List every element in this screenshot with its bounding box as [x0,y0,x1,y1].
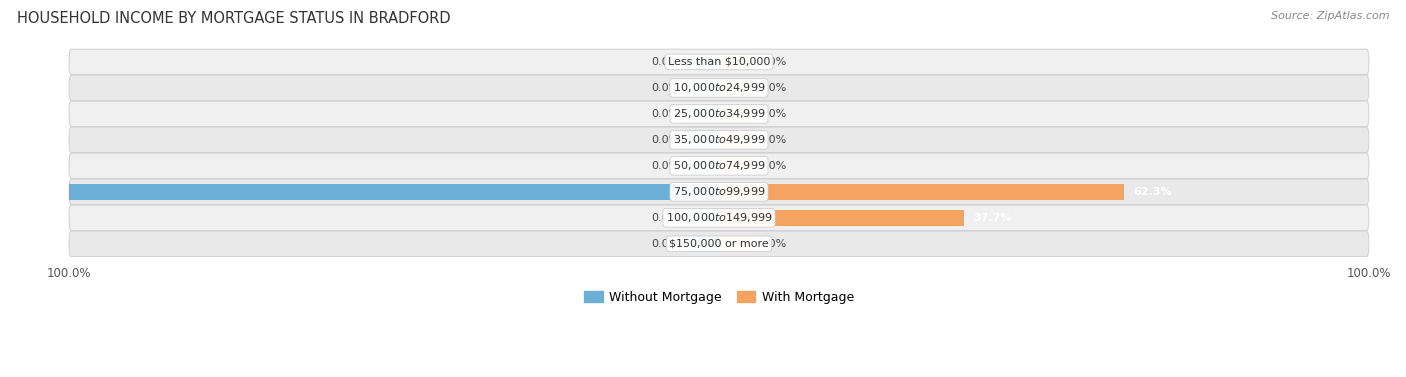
FancyBboxPatch shape [69,179,1369,205]
FancyBboxPatch shape [69,101,1369,127]
Bar [718,54,751,70]
Text: 0.0%: 0.0% [652,57,681,67]
Text: $150,000 or more: $150,000 or more [669,239,769,249]
Text: Source: ZipAtlas.com: Source: ZipAtlas.com [1271,11,1389,21]
Text: 0.0%: 0.0% [758,135,786,145]
Text: $50,000 to $74,999: $50,000 to $74,999 [672,159,765,172]
Bar [718,80,751,96]
Bar [686,210,718,225]
Text: 37.7%: 37.7% [974,213,1012,223]
Bar [718,158,751,174]
FancyBboxPatch shape [69,127,1369,153]
Bar [686,132,718,148]
Text: Less than $10,000: Less than $10,000 [668,57,770,67]
Text: 0.0%: 0.0% [758,109,786,119]
FancyBboxPatch shape [69,75,1369,101]
Text: HOUSEHOLD INCOME BY MORTGAGE STATUS IN BRADFORD: HOUSEHOLD INCOME BY MORTGAGE STATUS IN B… [17,11,450,26]
Text: 0.0%: 0.0% [652,109,681,119]
Bar [718,106,751,122]
Bar [69,184,718,200]
Bar [718,236,751,251]
Text: $35,000 to $49,999: $35,000 to $49,999 [672,133,765,146]
Text: $75,000 to $99,999: $75,000 to $99,999 [672,185,765,198]
Text: 62.3%: 62.3% [1133,187,1173,197]
Text: 0.0%: 0.0% [652,161,681,171]
Text: 100.0%: 100.0% [14,187,59,197]
Text: $25,000 to $34,999: $25,000 to $34,999 [672,107,765,120]
Text: 0.0%: 0.0% [758,239,786,249]
Bar [718,132,751,148]
Bar [686,236,718,251]
Text: 0.0%: 0.0% [652,83,681,93]
FancyBboxPatch shape [69,153,1369,179]
Text: 0.0%: 0.0% [758,83,786,93]
FancyBboxPatch shape [69,49,1369,75]
FancyBboxPatch shape [69,205,1369,231]
Legend: Without Mortgage, With Mortgage: Without Mortgage, With Mortgage [579,286,859,309]
Text: 0.0%: 0.0% [652,135,681,145]
Bar [686,158,718,174]
Text: 0.0%: 0.0% [652,239,681,249]
Text: 0.0%: 0.0% [758,161,786,171]
Bar [718,210,965,225]
Bar [686,106,718,122]
Bar [686,80,718,96]
Text: 0.0%: 0.0% [758,57,786,67]
Bar [686,54,718,70]
Text: 0.0%: 0.0% [652,213,681,223]
Bar [718,184,1123,200]
Text: $10,000 to $24,999: $10,000 to $24,999 [672,81,765,94]
Text: $100,000 to $149,999: $100,000 to $149,999 [665,211,772,224]
FancyBboxPatch shape [69,231,1369,257]
